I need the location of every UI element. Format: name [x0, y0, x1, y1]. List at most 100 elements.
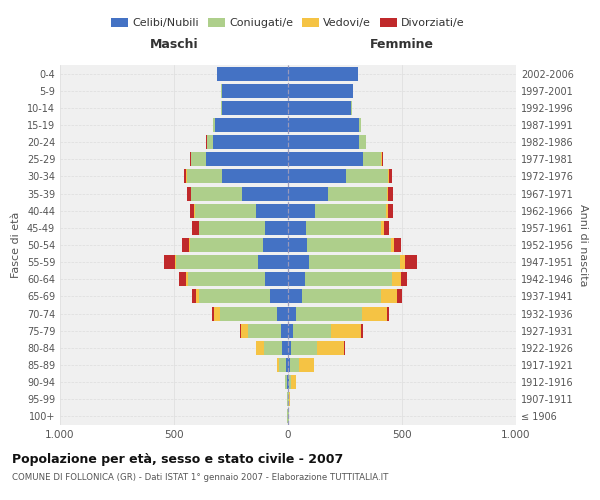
Bar: [179, 272, 186, 286]
Bar: [363, 152, 382, 166]
Bar: [256, 341, 264, 355]
Bar: [199, 221, 265, 235]
Bar: [388, 170, 389, 183]
Bar: [346, 170, 388, 183]
Bar: [207, 135, 213, 149]
Bar: [328, 186, 387, 200]
Bar: [288, 255, 308, 269]
Bar: [176, 255, 259, 269]
Bar: [286, 358, 288, 372]
Bar: [270, 290, 288, 304]
Bar: [288, 118, 359, 132]
Bar: [175, 255, 176, 269]
Bar: [242, 186, 288, 200]
Bar: [186, 272, 188, 286]
Bar: [164, 255, 175, 269]
Bar: [264, 341, 283, 355]
Bar: [288, 66, 358, 80]
Bar: [288, 221, 306, 235]
Bar: [288, 170, 346, 183]
Bar: [391, 238, 394, 252]
Bar: [199, 290, 270, 304]
Bar: [192, 290, 196, 304]
Bar: [302, 290, 382, 304]
Bar: [292, 375, 296, 389]
Bar: [382, 152, 383, 166]
Bar: [306, 221, 382, 235]
Bar: [240, 324, 241, 338]
Bar: [308, 255, 400, 269]
Bar: [213, 118, 215, 132]
Bar: [388, 186, 393, 200]
Bar: [388, 204, 393, 218]
Bar: [222, 101, 288, 115]
Bar: [288, 272, 305, 286]
Bar: [217, 66, 288, 80]
Bar: [362, 306, 387, 320]
Bar: [384, 221, 389, 235]
Bar: [288, 375, 289, 389]
Bar: [222, 84, 288, 98]
Bar: [289, 392, 290, 406]
Text: Maschi: Maschi: [149, 38, 199, 52]
Bar: [214, 306, 220, 320]
Bar: [288, 324, 293, 338]
Bar: [331, 324, 361, 338]
Bar: [397, 290, 402, 304]
Bar: [196, 290, 199, 304]
Bar: [187, 186, 191, 200]
Bar: [292, 341, 317, 355]
Bar: [222, 170, 288, 183]
Bar: [392, 272, 401, 286]
Bar: [288, 84, 353, 98]
Bar: [287, 375, 288, 389]
Bar: [265, 221, 288, 235]
Bar: [182, 238, 189, 252]
Bar: [285, 375, 287, 389]
Bar: [213, 135, 288, 149]
Bar: [263, 238, 288, 252]
Bar: [288, 101, 350, 115]
Bar: [296, 306, 362, 320]
Bar: [265, 272, 288, 286]
Bar: [241, 324, 248, 338]
Bar: [279, 358, 286, 372]
Bar: [220, 306, 277, 320]
Bar: [359, 118, 361, 132]
Bar: [191, 186, 242, 200]
Bar: [316, 204, 386, 218]
Bar: [215, 118, 288, 132]
Bar: [359, 135, 365, 149]
Bar: [189, 238, 190, 252]
Bar: [283, 341, 288, 355]
Bar: [190, 152, 191, 166]
Bar: [382, 290, 397, 304]
Bar: [288, 186, 328, 200]
Bar: [288, 152, 363, 166]
Bar: [206, 152, 288, 166]
Text: Femmine: Femmine: [370, 38, 434, 52]
Bar: [350, 101, 352, 115]
Bar: [406, 255, 417, 269]
Bar: [288, 306, 296, 320]
Bar: [281, 324, 288, 338]
Y-axis label: Anni di nascita: Anni di nascita: [578, 204, 587, 286]
Bar: [382, 221, 384, 235]
Bar: [288, 204, 316, 218]
Bar: [344, 341, 345, 355]
Bar: [288, 341, 292, 355]
Bar: [288, 358, 290, 372]
Y-axis label: Fasce di età: Fasce di età: [11, 212, 21, 278]
Bar: [190, 204, 194, 218]
Bar: [386, 204, 388, 218]
Bar: [289, 375, 292, 389]
Bar: [387, 306, 389, 320]
Bar: [290, 358, 299, 372]
Bar: [288, 290, 302, 304]
Bar: [187, 170, 222, 183]
Bar: [299, 358, 314, 372]
Bar: [277, 358, 279, 372]
Bar: [394, 238, 401, 252]
Bar: [389, 170, 392, 183]
Bar: [288, 238, 307, 252]
